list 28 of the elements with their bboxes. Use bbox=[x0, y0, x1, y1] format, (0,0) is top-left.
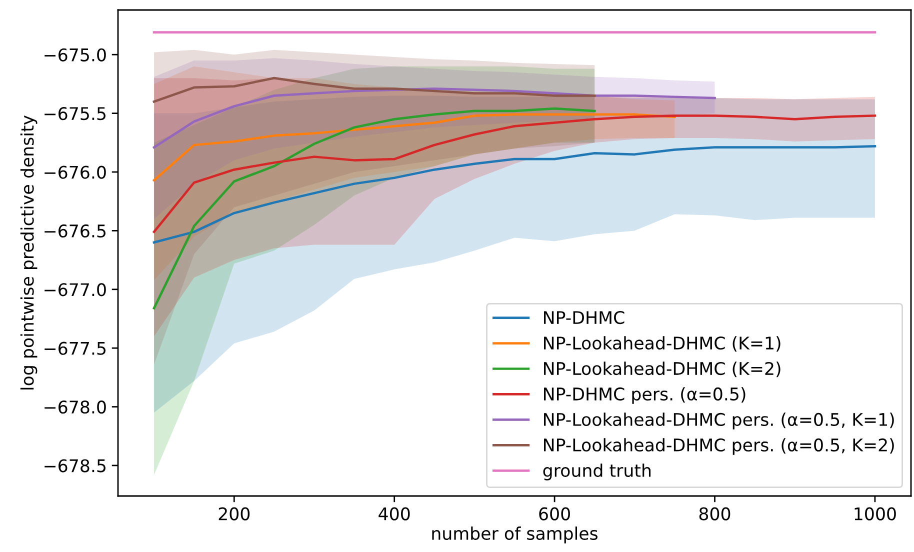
legend-label: NP-DHMC pers. (α=0.5) bbox=[544, 387, 746, 404]
y-tick-label: −677.5 bbox=[44, 342, 106, 355]
y-tick-label: −678.5 bbox=[44, 459, 106, 472]
line-series bbox=[152, 107, 596, 310]
y-tick-label: −677.0 bbox=[44, 283, 106, 296]
legend-label: ground truth bbox=[543, 464, 651, 480]
legend-label: NP-DHMC bbox=[544, 310, 624, 324]
y-tick-label: −676.0 bbox=[44, 166, 106, 179]
y-tick-label: −675.0 bbox=[44, 48, 106, 62]
x-axis-title: number of samples bbox=[432, 526, 598, 544]
legend-label: NP-Lookahead-DHMC (K=2) bbox=[544, 362, 780, 378]
line-series bbox=[152, 114, 876, 234]
x-tick-label: 600 bbox=[539, 507, 570, 520]
x-tick-label: 200 bbox=[218, 507, 250, 520]
y-tick-label: −676.5 bbox=[44, 224, 106, 238]
legend-label: NP-Lookahead-DHMC pers. (α=0.5, K=1) bbox=[544, 412, 894, 430]
line-series bbox=[152, 144, 876, 244]
legend-label: NP-Lookahead-DHMC (K=1) bbox=[544, 336, 780, 352]
x-tick-label: 1000 bbox=[854, 507, 896, 520]
y-tick-label: −678.0 bbox=[44, 400, 106, 414]
x-tick-label: 400 bbox=[378, 507, 410, 520]
line-series bbox=[152, 76, 596, 103]
line-series bbox=[152, 113, 676, 182]
y-axis-title: log pointwise predictive density bbox=[20, 115, 38, 390]
line-series bbox=[152, 87, 716, 149]
x-tick-label: 800 bbox=[699, 507, 730, 520]
y-tick-label: −675.5 bbox=[44, 107, 106, 120]
legend-label: NP-Lookahead-DHMC pers. (α=0.5, K=2) bbox=[544, 438, 894, 455]
